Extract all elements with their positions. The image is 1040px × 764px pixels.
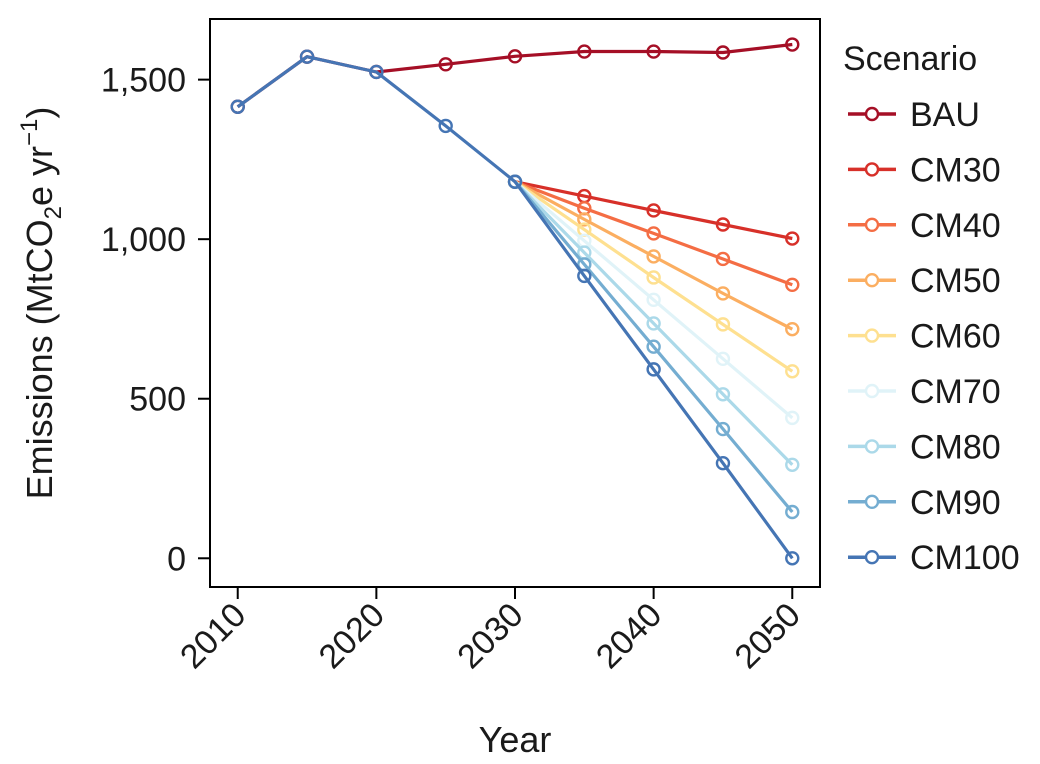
legend-label-bau: BAU: [910, 96, 980, 134]
point-cm100-2025: [438, 118, 453, 134]
legend-key-marker: [864, 162, 880, 177]
point-cm60-2040: [646, 270, 661, 285]
point-cm40-2050: [785, 277, 800, 293]
legend-label-cm30: CM30: [910, 151, 1001, 189]
point-cm30-2045: [715, 217, 731, 232]
x-tick-label-2050: 2050: [728, 596, 808, 676]
point-cm100-2035: [577, 268, 592, 284]
point-cm50-2050: [785, 321, 800, 337]
line-cm80: [513, 180, 794, 466]
series-cm50: [507, 174, 800, 337]
point-cm60-2045: [715, 317, 731, 332]
line-cm90: [513, 180, 794, 514]
point-cm70-2050: [785, 410, 800, 426]
x-tick-label-2020: 2020: [312, 596, 392, 676]
legend-key-marker: [864, 439, 880, 454]
point-cm40-2040: [646, 226, 661, 241]
legend-label-cm40: CM40: [910, 207, 1001, 245]
legend-label-cm100: CM100: [910, 539, 1020, 577]
point-cm30-2050: [785, 231, 800, 246]
point-cm100-2015: [299, 49, 315, 64]
point-bau-2040: [646, 44, 661, 59]
legend-item-cm70: CM70: [848, 373, 1001, 411]
y-tick-label-0: 0: [167, 540, 186, 578]
line-cm100: [236, 55, 794, 560]
legend-item-cm80: CM80: [848, 428, 1001, 466]
point-cm100-2010: [230, 99, 245, 114]
legend-label-cm60: CM60: [910, 318, 1001, 356]
point-cm70-2040: [646, 292, 661, 308]
legend-item-cm90: CM90: [848, 484, 1001, 522]
y-axis-title: Emissions (MtCO2e yr−1): [16, 107, 67, 500]
point-bau-2050: [785, 37, 800, 52]
legend-key-marker: [864, 383, 880, 399]
line-cm60: [514, 180, 794, 373]
legend-item-cm100: CM100: [848, 539, 1020, 577]
x-axis-title: Year: [479, 719, 552, 760]
point-bau-2045: [715, 45, 731, 60]
series-bau: [230, 37, 800, 114]
point-cm100-2045: [715, 455, 731, 471]
point-bau-2025: [438, 57, 453, 72]
point-cm80-2045: [715, 387, 731, 402]
legend-item-cm40: CM40: [848, 207, 1001, 245]
series-layer: [230, 37, 800, 566]
point-cm40-2045: [715, 251, 731, 267]
y-tick-label-1500: 1,500: [101, 62, 186, 100]
x-tick-label-2040: 2040: [589, 596, 669, 676]
legend-key-marker: [864, 273, 880, 288]
series-cm80: [507, 174, 800, 472]
point-bau-2035: [577, 44, 592, 59]
point-cm50-2035: [577, 212, 592, 227]
legend-item-cm30: CM30: [848, 151, 1001, 189]
legend-key-marker: [864, 106, 880, 122]
point-cm80-2050: [785, 457, 800, 472]
point-cm100-2040: [646, 362, 661, 377]
x-tick-label-2010: 2010: [173, 596, 253, 676]
line-cm70: [513, 180, 794, 420]
point-cm50-2040: [646, 249, 661, 264]
line-cm50: [514, 180, 794, 331]
point-bau-2030: [507, 49, 523, 64]
legend-label-cm50: CM50: [910, 262, 1001, 300]
y-tick-label-500: 500: [129, 381, 186, 419]
legend: Scenario BAU CM30 CM40 CM50 CM60 CM70 CM80 CM90…: [843, 40, 1020, 577]
point-cm100-2030: [507, 174, 523, 189]
point-cm50-2045: [715, 286, 731, 301]
series-cm70: [507, 174, 800, 426]
point-cm30-2040: [646, 203, 661, 218]
point-cm90-2045: [715, 421, 731, 437]
legend-label-cm80: CM80: [910, 428, 1001, 466]
point-cm100-2050: [785, 551, 800, 566]
legend-key-marker: [864, 328, 880, 343]
point-cm90-2040: [646, 339, 661, 354]
point-cm60-2050: [785, 364, 800, 379]
line-cm30: [514, 180, 793, 241]
line-bau: [236, 42, 793, 109]
line-cm40: [514, 180, 793, 287]
legend-item-cm50: CM50: [848, 262, 1001, 300]
plot-panel: [209, 18, 821, 588]
x-tick-label-2030: 2030: [450, 596, 530, 676]
y-axis: 0 500 1,000 1,500: [101, 62, 210, 578]
point-cm100-2020: [369, 64, 384, 80]
y-tick-label-1000: 1,000: [101, 221, 186, 259]
point-cm90-2050: [785, 504, 800, 520]
series-cm100: [230, 49, 800, 566]
legend-key-marker: [864, 550, 880, 565]
legend-label-cm70: CM70: [910, 373, 1001, 411]
legend-key-marker: [864, 217, 880, 233]
point-cm80-2040: [646, 316, 661, 331]
legend-label-cm90: CM90: [910, 484, 1001, 522]
legend-item-cm60: CM60: [848, 318, 1001, 356]
point-cm70-2045: [715, 351, 731, 367]
legend-item-bau: BAU: [848, 96, 980, 134]
x-axis: 2010 2020 2030 2040 2050: [173, 587, 808, 676]
legend-title: Scenario: [843, 40, 977, 78]
legend-key-marker: [864, 494, 880, 509]
